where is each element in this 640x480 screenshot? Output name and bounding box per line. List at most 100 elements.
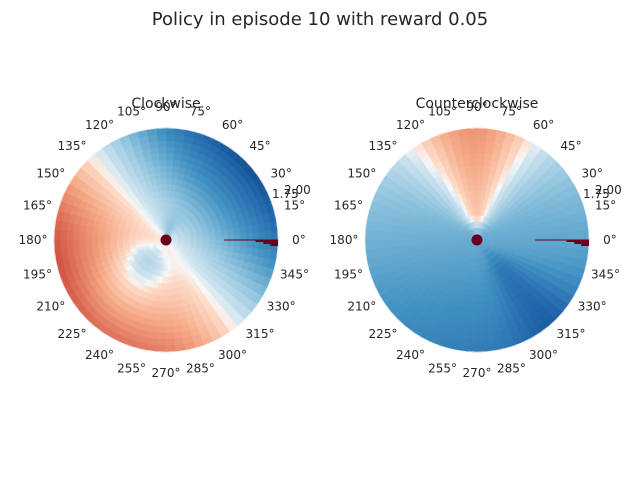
theta-tick-label: 165° xyxy=(23,199,52,213)
heat-cell xyxy=(156,332,167,340)
heat-cell xyxy=(240,232,248,241)
heat-cell xyxy=(476,338,487,347)
theta-tick-label: 75° xyxy=(190,105,211,119)
theta-ticks-counterclockwise: 0° 15° 30°45° 60° 75° 90° 105°120° 135° 150° 165°… xyxy=(330,100,620,380)
heat-cell xyxy=(402,239,410,247)
theta-tick-label: 90° xyxy=(155,100,176,114)
heat-cell xyxy=(91,239,99,247)
theta-tick-label: 255° xyxy=(117,362,146,376)
theta-tick-label: 180° xyxy=(330,233,359,247)
heat-cell xyxy=(408,239,416,247)
heat-cell xyxy=(165,152,174,160)
heat-cell xyxy=(408,233,416,241)
heat-cell xyxy=(233,233,241,241)
heat-cell xyxy=(439,236,447,241)
heat-cell xyxy=(395,232,403,241)
heat-cell xyxy=(377,239,385,250)
heat-cell xyxy=(420,234,428,241)
heat-cell xyxy=(184,239,192,243)
zero-angle-marker-step xyxy=(263,240,271,244)
heat-cell xyxy=(103,234,111,241)
heat-cell xyxy=(165,158,174,166)
heat-cell xyxy=(463,307,472,315)
heat-cell xyxy=(209,239,217,245)
heat-cell xyxy=(160,289,167,297)
zero-angle-marker-step xyxy=(566,240,575,242)
heat-cell xyxy=(544,233,552,241)
heat-cell xyxy=(165,165,173,173)
heat-cell xyxy=(364,239,372,251)
heat-cell xyxy=(233,245,241,254)
heat-cell xyxy=(476,152,485,160)
heat-cell xyxy=(165,326,175,334)
heat-cell xyxy=(170,183,177,192)
heat-cell xyxy=(469,320,478,328)
heat-cell xyxy=(59,239,68,250)
heat-cell xyxy=(221,234,229,241)
heat-cell xyxy=(532,234,540,241)
heat-cell xyxy=(53,229,61,241)
heat-cell xyxy=(165,140,176,148)
heat-cell xyxy=(190,239,198,244)
heat-cell xyxy=(476,133,487,142)
heat-cell xyxy=(513,239,521,245)
theta-tick-label: 75° xyxy=(501,105,522,119)
theta-tick-label: 195° xyxy=(23,267,52,281)
heat-cell xyxy=(476,189,482,197)
heat-cell xyxy=(157,146,167,154)
heat-cell xyxy=(165,208,170,216)
theta-tick-label: 180° xyxy=(19,233,48,247)
heat-cell xyxy=(537,245,546,253)
heat-cell xyxy=(544,245,552,254)
theta-tick-label: 270° xyxy=(463,366,492,380)
heat-cell xyxy=(159,307,167,315)
heat-cell xyxy=(154,294,162,303)
heat-cell xyxy=(471,295,478,303)
heat-cell xyxy=(152,307,161,315)
heat-cell xyxy=(473,270,478,278)
heat-cell xyxy=(165,183,172,191)
heat-cell xyxy=(364,229,372,241)
heat-cell xyxy=(563,231,571,241)
panel-title-counterclockwise: Counterclockwise xyxy=(416,96,539,112)
heat-cell xyxy=(476,202,481,210)
polar-panel-counterclockwise: Counterclockwise 0° 15° 30°45° 60° 75° 90° 105… xyxy=(330,96,622,380)
heatmap-counterclockwise xyxy=(364,127,590,353)
heat-cell xyxy=(476,320,485,328)
theta-tick-label: 150° xyxy=(36,167,65,181)
heat-cell xyxy=(420,229,429,236)
heat-cell xyxy=(433,235,441,241)
heat-cell xyxy=(481,183,488,192)
heat-cell xyxy=(165,338,176,347)
heat-cell xyxy=(538,233,546,241)
heat-cell xyxy=(383,231,391,241)
heat-cell xyxy=(468,146,478,154)
heat-cell xyxy=(476,171,484,179)
theta-tick-label: 45° xyxy=(249,139,270,153)
heat-cell xyxy=(240,239,248,248)
heat-cell xyxy=(165,127,177,135)
heat-cell xyxy=(470,307,478,315)
heat-cell xyxy=(482,171,490,180)
heat-cell xyxy=(469,158,478,166)
heat-cell xyxy=(165,171,173,179)
heat-cell xyxy=(161,283,167,291)
heat-cell xyxy=(476,183,483,191)
heat-cell xyxy=(165,189,171,197)
theta-tick-label: 0° xyxy=(292,233,306,247)
heat-cell xyxy=(134,236,142,241)
heat-cell xyxy=(227,239,235,247)
heat-cell xyxy=(469,314,478,322)
heat-cell xyxy=(557,239,565,248)
heat-cell xyxy=(482,239,490,242)
heat-cell xyxy=(97,239,105,247)
theta-tick-label: 30° xyxy=(271,167,292,181)
heat-cell xyxy=(158,158,167,166)
heat-cell xyxy=(233,239,241,247)
heat-cell xyxy=(471,177,478,185)
heat-cell xyxy=(476,301,484,309)
heat-cell xyxy=(155,127,167,135)
heat-cell xyxy=(159,171,167,179)
heat-cell xyxy=(165,332,176,340)
heat-cell xyxy=(246,232,254,241)
